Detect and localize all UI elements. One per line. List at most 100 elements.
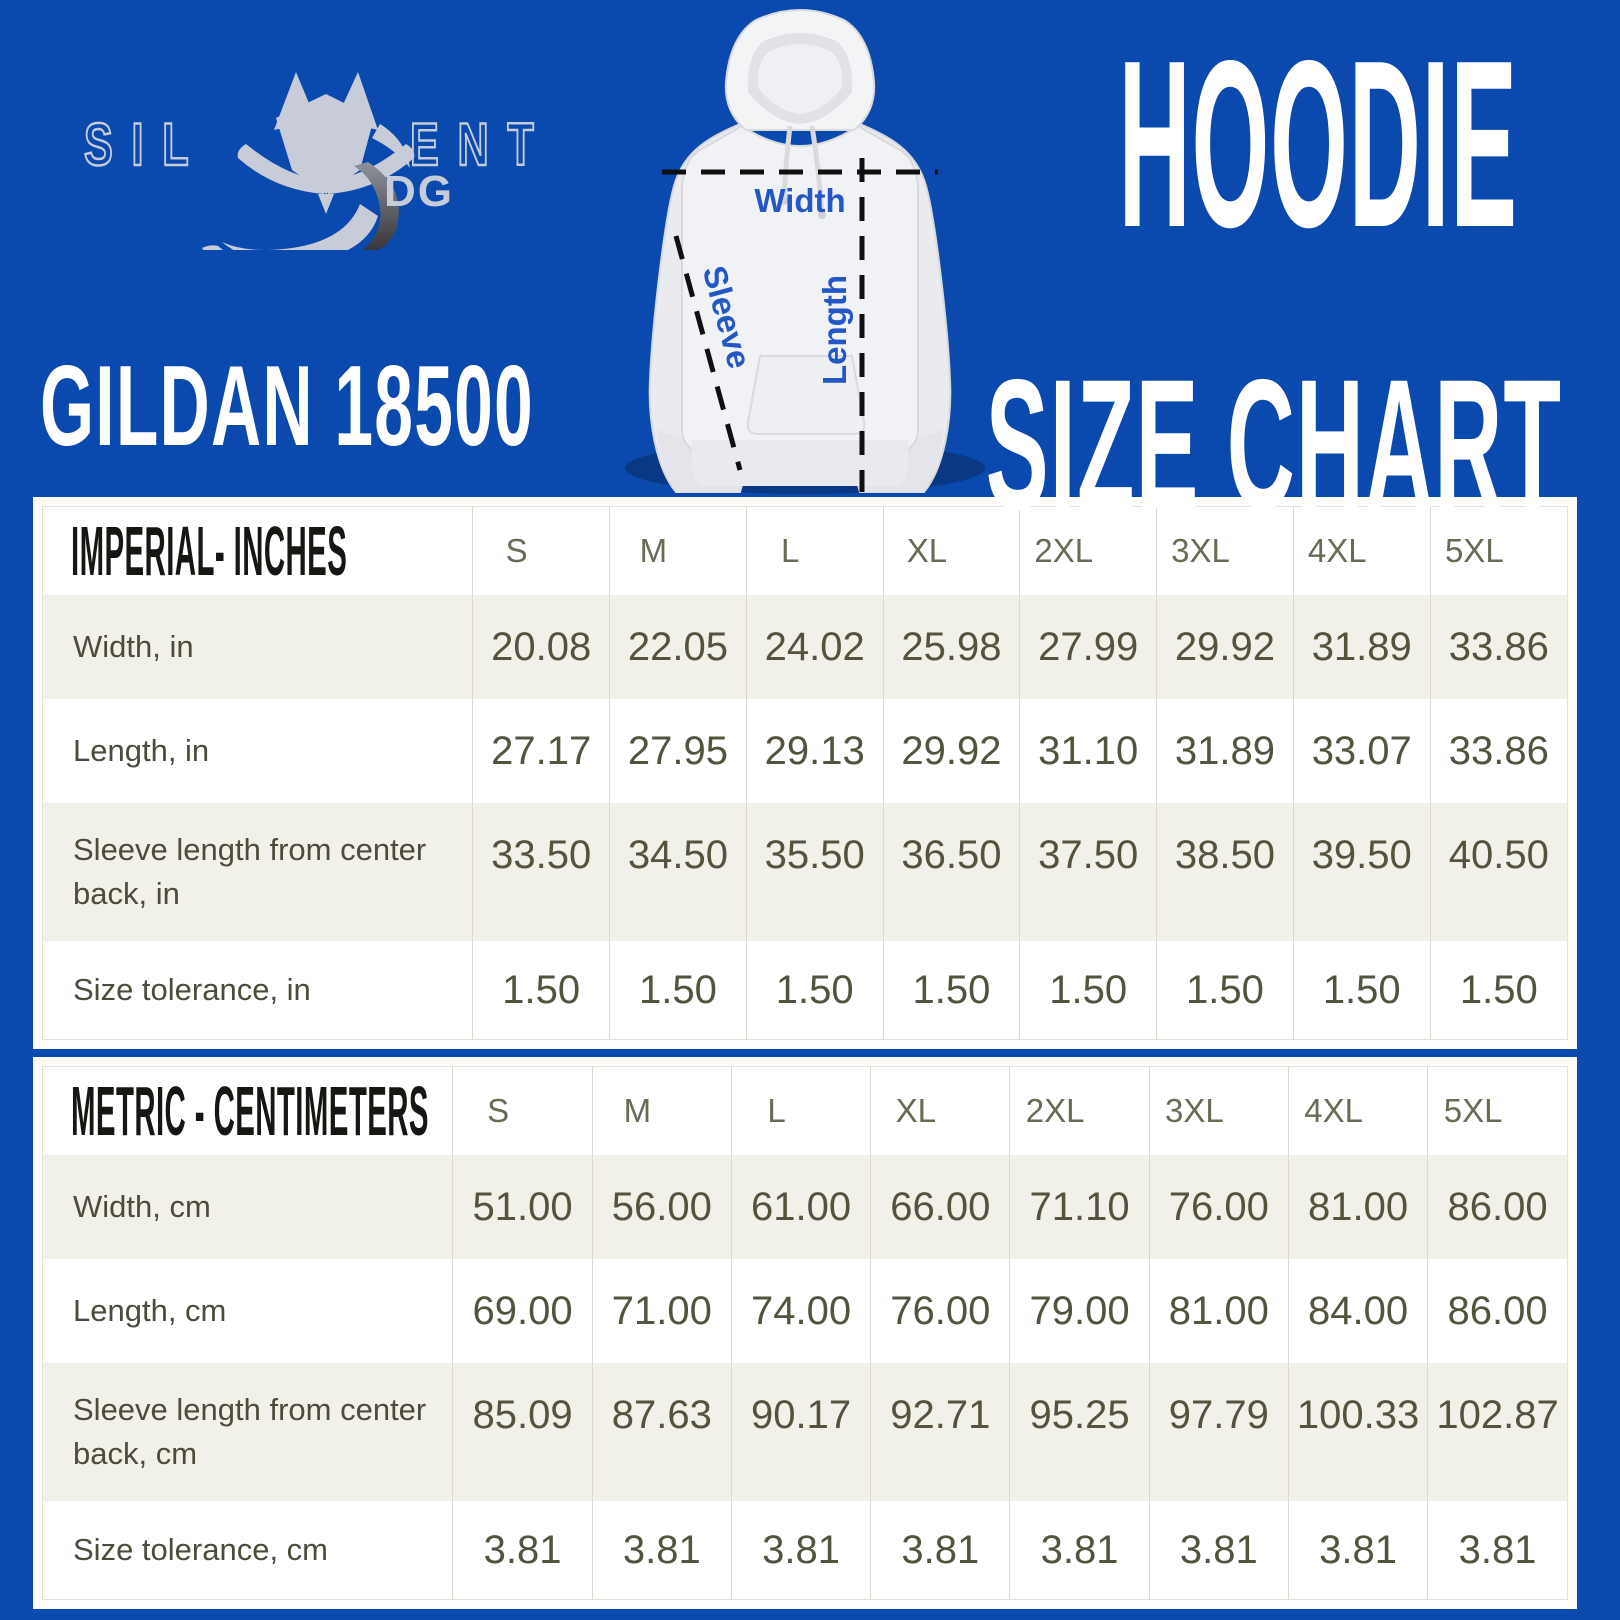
- cell-value: 97.79: [1149, 1363, 1289, 1501]
- cell-value: 33.86: [1448, 624, 1549, 669]
- cell-value: 3.81: [1009, 1501, 1150, 1599]
- row-label: Sleeve length from center back, cm: [43, 1363, 454, 1501]
- cell-value: 1.50: [746, 941, 884, 1039]
- cell-value: 38.50: [1156, 803, 1294, 941]
- cell-value: 3.81: [870, 1501, 1011, 1599]
- cell-value: 33.50: [472, 803, 611, 941]
- cell-value: 102.87: [1436, 1393, 1559, 1437]
- row-label: Width, cm: [43, 1155, 454, 1259]
- cell-value: 1.50: [1019, 941, 1158, 1039]
- row-label: Size tolerance, cm: [43, 1501, 454, 1599]
- cell-value: 31.89: [1293, 595, 1431, 699]
- drawstring-tip-right: [818, 211, 826, 219]
- logo-sil-text: SIL: [84, 112, 207, 179]
- size-header-4xl: 4XL: [1293, 507, 1431, 595]
- cell-value: 69.00: [452, 1259, 593, 1363]
- cell-value: 31.10: [1019, 699, 1158, 803]
- cell-value: 27.17: [472, 699, 611, 803]
- table-row-tolerance-in: Size tolerance, in 1.50 1.50 1.50 1.50 1…: [43, 941, 1567, 1039]
- cell-value: 1.50: [1459, 967, 1538, 1012]
- product-model: GILDAN 18500: [40, 350, 850, 464]
- size-header-s: S: [472, 507, 611, 595]
- cell-value: 33.07: [1293, 699, 1431, 803]
- cell-value: 66.00: [870, 1155, 1011, 1259]
- row-label: Length, cm: [43, 1259, 454, 1363]
- cell-value: 24.02: [746, 595, 884, 699]
- cell-value: 76.00: [1149, 1155, 1289, 1259]
- size-header-3xl: 3XL: [1156, 507, 1294, 595]
- logo-ent-text: ENT: [410, 112, 553, 179]
- cell-value: 3.81: [1288, 1501, 1429, 1599]
- cell-value: 79.00: [1009, 1259, 1150, 1363]
- hoodie-diagram: Width Length Sleeve: [625, 9, 985, 494]
- size-header-l: L: [731, 1067, 872, 1155]
- brand-logo: SIL ENT DG: [83, 72, 553, 250]
- cell-value: 86.00: [1447, 1184, 1548, 1229]
- cell-value: 25.98: [883, 595, 1021, 699]
- hero-section: SIL ENT DG GILDAN 18500: [0, 0, 1620, 538]
- cell-value: 3.81: [452, 1501, 593, 1599]
- size-header-2xl: 2XL: [1019, 507, 1158, 595]
- cell-value: 35.50: [746, 803, 884, 941]
- cell-value: 1.50: [883, 941, 1021, 1039]
- fox-icon: [202, 72, 415, 250]
- cell-value: 3.81: [1149, 1501, 1289, 1599]
- cell-value: 71.10: [1009, 1155, 1150, 1259]
- cell-value: 1.50: [1156, 941, 1294, 1039]
- product-model-text: GILDAN 18500: [40, 343, 534, 470]
- row-label: Sleeve length from center back, in: [43, 803, 474, 941]
- metric-header-row: METRIC - CENTIMETERS S M L XL 2XL 3XL 4X…: [43, 1067, 1567, 1155]
- cell-value: 20.08: [472, 595, 611, 699]
- cell-value: 40.50: [1448, 833, 1549, 877]
- imperial-table-title: IMPERIAL- INCHES: [71, 512, 348, 590]
- cell-value: 29.13: [746, 699, 884, 803]
- row-label: Size tolerance, in: [43, 941, 474, 1039]
- cell-value: 1.50: [1293, 941, 1431, 1039]
- imperial-header-row: IMPERIAL- INCHES S M L XL 2XL 3XL 4XL 5X…: [43, 507, 1567, 595]
- cell-value: 81.00: [1149, 1259, 1289, 1363]
- cell-value: 33.86: [1448, 728, 1549, 773]
- size-header-5xl: 5XL: [1443, 1092, 1503, 1129]
- table-row-tolerance-cm: Size tolerance, cm 3.81 3.81 3.81 3.81 3…: [43, 1501, 1567, 1599]
- cell-value: 3.81: [731, 1501, 872, 1599]
- cell-value: 27.95: [609, 699, 747, 803]
- title-line2: SIZE CHART: [985, 342, 1562, 548]
- table-row-length-in: Length, in 27.17 27.95 29.13 29.92 31.10…: [43, 699, 1567, 803]
- metric-table-panel: METRIC - CENTIMETERS S M L XL 2XL 3XL 4X…: [33, 1057, 1577, 1609]
- drawstring-tip-left: [780, 197, 788, 205]
- size-header-2xl: 2XL: [1009, 1067, 1150, 1155]
- cell-value: 31.89: [1156, 699, 1294, 803]
- cell-value: 34.50: [609, 803, 747, 941]
- size-header-s: S: [452, 1067, 593, 1155]
- cell-value: 36.50: [883, 803, 1021, 941]
- hoodie-hem-band: [692, 440, 908, 486]
- cell-value: 29.92: [1156, 595, 1294, 699]
- cell-value: 86.00: [1447, 1288, 1548, 1333]
- size-header-5xl: 5XL: [1444, 532, 1504, 569]
- cell-value: 1.50: [609, 941, 747, 1039]
- metric-table-border: METRIC - CENTIMETERS S M L XL 2XL 3XL 4X…: [42, 1066, 1568, 1600]
- logo-text-left: SIL: [83, 111, 207, 180]
- cell-value: 84.00: [1288, 1259, 1429, 1363]
- length-measure-label: Length: [816, 275, 853, 385]
- cell-value: 37.50: [1019, 803, 1158, 941]
- cell-value: 61.00: [731, 1155, 872, 1259]
- cell-value: 3.81: [592, 1501, 732, 1599]
- size-header-xl: XL: [870, 1067, 1011, 1155]
- cell-value: 81.00: [1288, 1155, 1429, 1259]
- table-row-length-cm: Length, cm 69.00 71.00 74.00 76.00 79.00…: [43, 1259, 1567, 1363]
- size-header-l: L: [746, 507, 884, 595]
- hoodie-torso: [681, 124, 919, 463]
- width-measure-label: Width: [754, 182, 845, 219]
- table-row-width-cm: Width, cm 51.00 56.00 61.00 66.00 71.10 …: [43, 1155, 1567, 1259]
- size-header-m: M: [592, 1067, 732, 1155]
- cell-value: 56.00: [592, 1155, 732, 1259]
- cell-value: 39.50: [1293, 803, 1431, 941]
- cell-value: 22.05: [609, 595, 747, 699]
- imperial-table-panel: IMPERIAL- INCHES S M L XL 2XL 3XL 4XL 5X…: [33, 497, 1577, 1049]
- cell-value: 1.50: [472, 941, 611, 1039]
- table-row-width-in: Width, in 20.08 22.05 24.02 25.98 27.99 …: [43, 595, 1567, 699]
- cell-value: 95.25: [1009, 1363, 1150, 1501]
- cell-value: 51.00: [452, 1155, 593, 1259]
